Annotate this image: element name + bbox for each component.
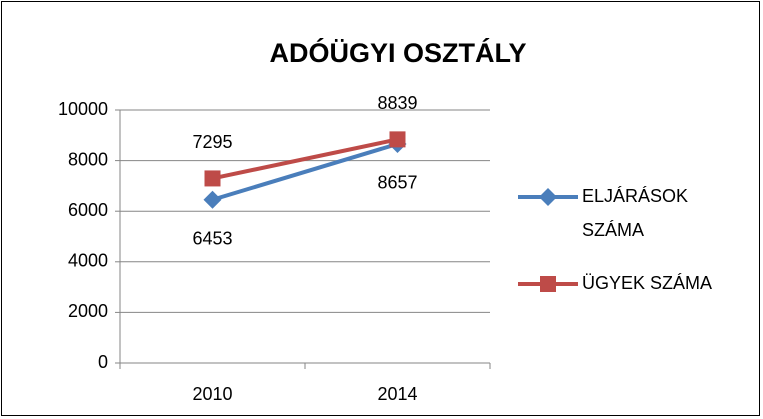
data-label: 7295 [192, 132, 232, 152]
series-line [211, 142, 399, 202]
data-label: 6453 [192, 228, 232, 248]
data-label: 8839 [377, 93, 417, 113]
data-point [389, 131, 406, 148]
x-tick-label: 2010 [192, 384, 232, 404]
legend-label: ELJÁRÁSOK SZÁMA [582, 186, 688, 240]
y-tick-label: 2000 [68, 301, 108, 321]
y-tick-label: 8000 [68, 149, 108, 169]
legend-marker [540, 276, 556, 292]
data-point [204, 170, 221, 187]
chart-title: ADÓÜGYI OSZTÁLY [269, 37, 526, 68]
legend-marker [539, 188, 557, 206]
legend-label: ÜGYEK SZÁMA [582, 273, 712, 293]
series-line [212, 137, 398, 181]
x-tick-label: 2014 [377, 384, 417, 404]
data-point [203, 190, 222, 209]
y-tick-label: 0 [98, 352, 108, 372]
y-tick-label: 4000 [68, 251, 108, 271]
data-label: 8657 [377, 173, 417, 193]
y-tick-label: 6000 [68, 200, 108, 220]
legend-label-line: SZÁMA [582, 220, 644, 240]
legend-label-line: ELJÁRÁSOK [582, 186, 688, 206]
y-tick-label: 10000 [58, 99, 108, 119]
